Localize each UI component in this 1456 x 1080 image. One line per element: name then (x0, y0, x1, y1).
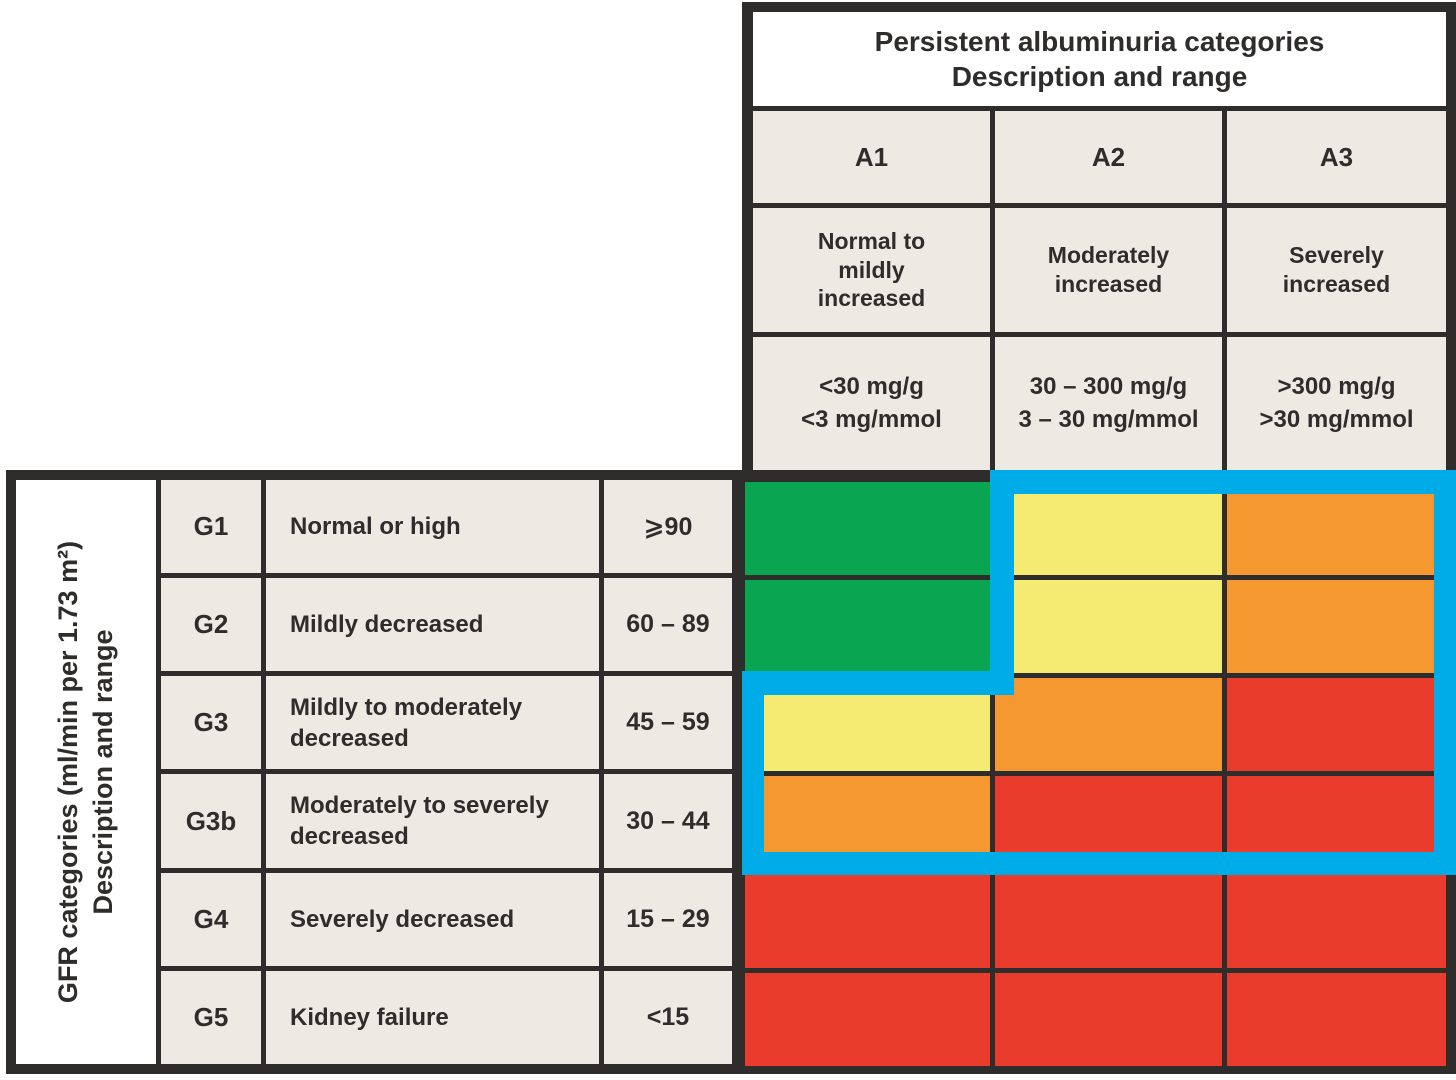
albuminuria-description-a3: Severely increased (1227, 208, 1446, 332)
albuminuria-range-a1-line2: <3 mg/mmol (801, 405, 942, 433)
risk-cell-g3b-a2 (995, 776, 1222, 870)
risk-cell-g1-a2 (995, 482, 1222, 576)
risk-cell-g2-a3 (1227, 580, 1446, 674)
gfr-row-g3-description-text: Mildly to moderately decreased (290, 693, 523, 752)
gfr-row-g4-description-text: Severely decreased (290, 905, 515, 933)
albuminuria-header-a3: A3 (1227, 111, 1446, 203)
gfr-row-g3b-description: Moderately to severely decreased (266, 774, 599, 868)
albuminuria-title: Persistent albuminuria categories Descri… (753, 12, 1446, 106)
albuminuria-range-a2: 30 – 300 mg/g 3 – 30 mg/mmol (995, 337, 1222, 470)
albuminuria-description-a1-text: Normal to mildly increased (817, 227, 926, 312)
gfr-axis-line1: GFR categories (ml/min per 1.73 m²) (52, 540, 83, 1004)
gfr-table: GFR categories (ml/min per 1.73 m²) Desc… (6, 470, 742, 1074)
gfr-row-g3-range: 45 – 59 (604, 676, 732, 770)
albuminuria-range-a3-line1: >300 mg/g (1277, 373, 1396, 401)
gfr-row-g4-description: Severely decreased (266, 872, 599, 966)
risk-cell-g5-a1 (745, 972, 990, 1066)
albuminuria-table: Persistent albuminuria categories Descri… (742, 2, 1456, 470)
gfr-row-g2-description: Mildly decreased (266, 578, 599, 672)
risk-cell-g3b-a3 (1227, 776, 1446, 870)
albuminuria-description-a1: Normal to mildly increased (753, 208, 990, 332)
albuminuria-title-line2: Description and range (951, 61, 1248, 92)
albuminuria-range-a2-line1: 30 – 300 mg/g (1029, 373, 1188, 401)
gfr-row-g5-range: <15 (604, 970, 732, 1064)
risk-cell-g5-a2 (995, 972, 1222, 1066)
gfr-row-g2-description-text: Mildly decreased (290, 611, 484, 639)
risk-cell-g3b-a1 (745, 776, 990, 870)
gfr-row-g1-id: G1 (161, 480, 261, 574)
risk-matrix (742, 470, 1456, 1074)
risk-cell-g2-a1 (745, 580, 990, 674)
albuminuria-range-a3-line2: >30 mg/mmol (1259, 405, 1414, 433)
albuminuria-title-line1: Persistent albuminuria categories (874, 26, 1325, 57)
risk-cell-g4-a3 (1227, 874, 1446, 968)
albuminuria-range-a3: >300 mg/g >30 mg/mmol (1227, 337, 1446, 470)
albuminuria-header-a2: A2 (995, 111, 1222, 203)
gfr-row-g5-id: G5 (161, 970, 261, 1064)
gfr-axis-label: GFR categories (ml/min per 1.73 m²) Desc… (16, 480, 156, 1064)
risk-cell-g2-a2 (995, 580, 1222, 674)
gfr-row-g3b-id: G3b (161, 774, 261, 868)
risk-cell-g3-a3 (1227, 678, 1446, 772)
gfr-row-g3b-range: 30 – 44 (604, 774, 732, 868)
gfr-row-g3b-description-text: Moderately to severely decreased (290, 791, 549, 851)
gfr-row-g2-id: G2 (161, 578, 261, 672)
risk-cell-g3-a2 (995, 678, 1222, 772)
albuminuria-header-a1: A1 (753, 111, 990, 203)
gfr-row-g2-range: 60 – 89 (604, 578, 732, 672)
risk-cell-g1-a1 (745, 482, 990, 576)
gfr-axis-line2: Description and range (88, 629, 118, 915)
risk-cell-g3-a1 (745, 678, 990, 772)
gfr-row-g5-description-text: Kidney failure (290, 1003, 449, 1031)
gfr-axis-label-text: GFR categories (ml/min per 1.73 m²) Desc… (51, 541, 121, 1003)
gfr-row-g1-range: ⩾90 (604, 480, 732, 574)
risk-cell-g5-a3 (1227, 972, 1446, 1066)
risk-cell-g1-a3 (1227, 482, 1446, 576)
gfr-row-g4-id: G4 (161, 872, 261, 966)
albuminuria-range-a1-line1: <30 mg/g (819, 373, 924, 401)
albuminuria-range-a2-line2: 3 – 30 mg/mmol (1018, 405, 1199, 433)
gfr-row-g3-id: G3 (161, 676, 261, 770)
gfr-row-g1-description-text: Normal or high (290, 512, 461, 540)
albuminuria-range-a1: <30 mg/g <3 mg/mmol (753, 337, 990, 470)
risk-cell-g4-a1 (745, 874, 990, 968)
gfr-row-g5-description: Kidney failure (266, 970, 599, 1064)
albuminuria-description-a2: Moderately increased (995, 208, 1222, 332)
gfr-row-g4-range: 15 – 29 (604, 872, 732, 966)
gfr-row-g1-description: Normal or high (266, 480, 599, 574)
risk-cell-g4-a2 (995, 874, 1222, 968)
albuminuria-description-a3-text: Severely increased (1282, 242, 1391, 297)
gfr-row-g3-description: Mildly to moderately decreased (266, 676, 599, 770)
albuminuria-description-a2-text: Moderately increased (1047, 242, 1170, 297)
